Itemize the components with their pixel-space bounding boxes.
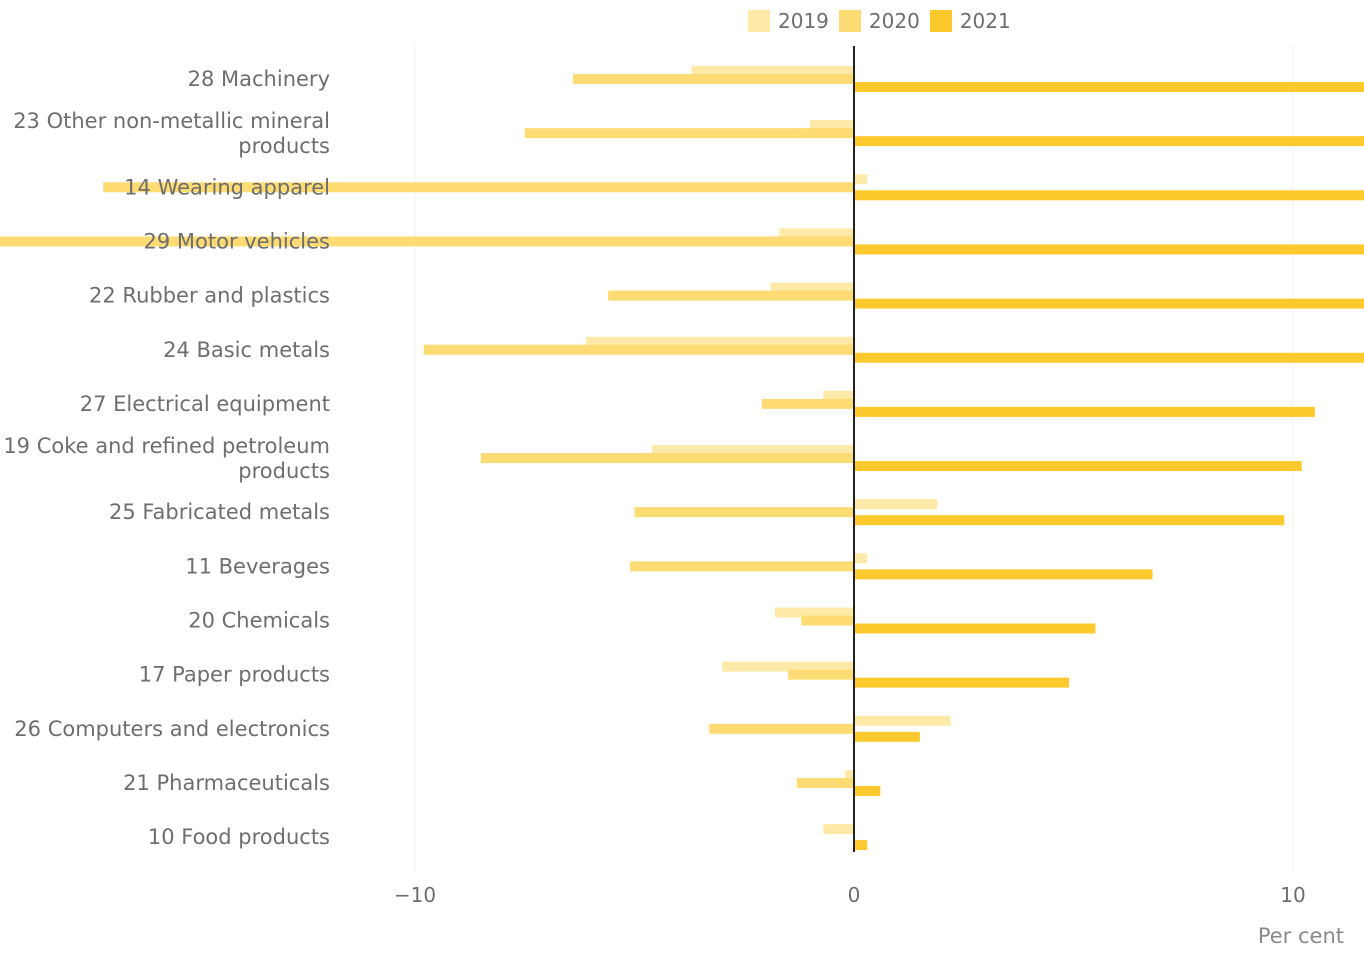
bar-2020-8 [480, 453, 854, 464]
bar-2019-3 [854, 174, 868, 185]
category-label-8: 19 Coke and refined petroleum products [3, 434, 330, 483]
bar-2021-8 [854, 461, 1302, 472]
bar-2019-10 [854, 553, 868, 564]
bar-2021-10 [854, 569, 1153, 580]
x-tick-label-10: 10 [1280, 883, 1305, 907]
bar-2021-12 [854, 677, 1070, 688]
bar-2020-1 [573, 74, 854, 84]
category-label-2: 23 Other non-metallic mineral products [13, 109, 330, 158]
bar-2019-5 [770, 282, 854, 293]
bar-2021-6 [854, 352, 1364, 363]
category-label-4: 29 Motor vehicles [144, 229, 331, 253]
legend-swatch-2021 [929, 10, 952, 32]
bar-2021-5 [854, 298, 1364, 309]
legend-label-2020: 2020 [868, 9, 920, 33]
bar-2019-1 [691, 66, 854, 76]
bar-2019-14 [845, 769, 854, 780]
category-label-7: 27 Electrical equipment [80, 392, 330, 416]
category-label-11: 20 Chemicals [188, 609, 330, 633]
bar-2019-6 [586, 336, 854, 347]
bar-2021-4 [854, 244, 1364, 255]
bar-2020-4 [0, 236, 855, 247]
bar-2020-2 [524, 128, 854, 139]
bar-2020-10 [630, 561, 854, 572]
bar-2020-12 [788, 669, 854, 680]
category-label-13: 26 Computers and electronics [14, 717, 330, 741]
bar-2019-12 [722, 661, 854, 672]
bar-2021-3 [854, 190, 1364, 201]
bar-2019-13 [854, 715, 951, 726]
bar-2021-2 [854, 136, 1364, 147]
bar-2020-13 [709, 723, 854, 734]
bar-2019-11 [774, 607, 854, 618]
bar-2021-15 [854, 840, 868, 851]
category-label-10: 11 Beverages [185, 554, 330, 578]
bar-2021-14 [854, 785, 881, 796]
category-label-6: 24 Basic metals [163, 338, 330, 362]
bar-2021-13 [854, 731, 920, 742]
bar-2019-9 [854, 499, 938, 510]
legend: 2019 2020 2021 [748, 8, 1011, 34]
bar-2020-11 [801, 615, 854, 626]
category-label-1: 28 Machinery [188, 67, 330, 91]
category-label-12: 17 Paper products [139, 663, 330, 687]
bar-2019-7 [823, 390, 854, 401]
bar-2020-7 [761, 398, 854, 409]
category-label-14: 21 Pharmaceuticals [123, 771, 330, 795]
legend-item-2021: 2021 [929, 9, 1011, 33]
category-label-5: 22 Rubber and plastics [89, 284, 330, 308]
bar-2021-7 [854, 406, 1315, 417]
bar-2021-11 [854, 623, 1096, 634]
bar-2021-9 [854, 515, 1285, 526]
legend-label-2021: 2021 [959, 9, 1011, 33]
bar-2019-2 [810, 120, 854, 131]
bar-2020-5 [608, 290, 854, 301]
bar-2020-6 [423, 344, 854, 355]
legend-label-2019: 2019 [778, 9, 829, 33]
x-axis-unit-label: Per cent [1257, 924, 1344, 948]
category-label-15: 10 Food products [148, 825, 330, 849]
category-label-3: 14 Wearing apparel [124, 175, 330, 199]
bar-2021-1 [854, 82, 1364, 92]
bar-2020-3 [103, 182, 854, 193]
legend-item-2019: 2019 [748, 9, 829, 33]
category-label-9: 25 Fabricated metals [109, 500, 330, 524]
legend-swatch-2020 [838, 10, 861, 32]
bar-2019-15 [823, 824, 854, 835]
legend-swatch-2019 [748, 10, 770, 32]
bar-2020-14 [796, 777, 854, 788]
bar-2020-9 [634, 507, 854, 518]
bar-2019-8 [652, 445, 854, 456]
x-tick-label--10: −10 [394, 883, 436, 907]
x-tick-label-0: 0 [848, 883, 861, 907]
legend-item-2020: 2020 [838, 9, 920, 33]
bar-2019-4 [779, 228, 854, 239]
